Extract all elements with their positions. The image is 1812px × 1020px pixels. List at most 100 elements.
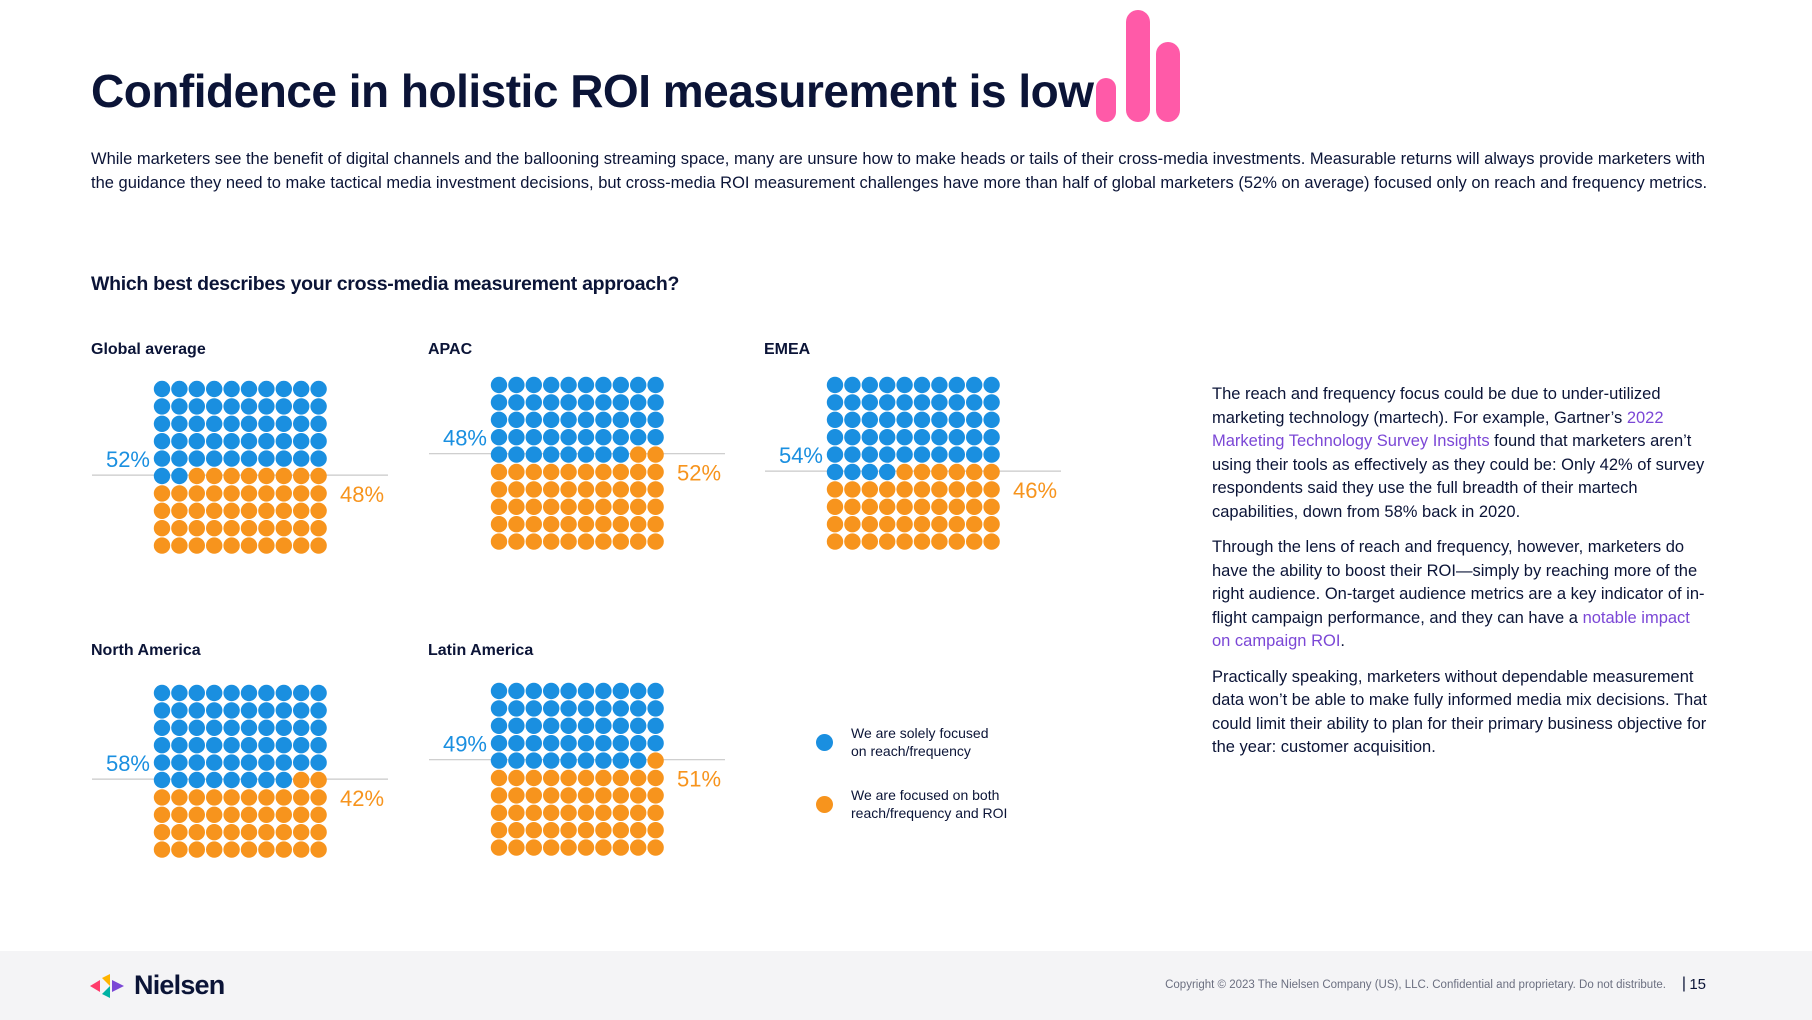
waffle-dot-reach	[577, 717, 595, 734]
waffle-dot-reach	[931, 376, 948, 394]
waffle-dot-reach	[844, 429, 861, 446]
waffle-dot-reach	[188, 771, 205, 789]
waffle-dot-roi	[490, 516, 508, 533]
waffle-dot-reach	[206, 771, 223, 789]
legend-label-reach-line2: on reach/frequency	[851, 743, 971, 759]
waffle-dot-reach	[275, 754, 292, 771]
gartner-survey-link[interactable]: 2022 Marketing Technology Survey Insight…	[1212, 408, 1664, 451]
waffle-dot-roi	[171, 485, 188, 502]
waffle-dot-roi	[647, 752, 664, 769]
waffle-dot-roi	[861, 498, 878, 515]
waffle-dot-reach	[595, 429, 612, 446]
waffle-dot-reach	[525, 411, 542, 428]
waffle-dot-roi	[560, 787, 577, 804]
waffle-dot-roi	[595, 463, 612, 481]
footer-separator: |	[1681, 975, 1686, 992]
waffle-dot-reach	[188, 380, 205, 398]
waffle-chart-4: 49% 51%	[429, 682, 725, 856]
waffle-dot-reach	[844, 376, 861, 394]
waffle-dot-reach	[543, 429, 560, 446]
waffle-dot-roi	[931, 516, 948, 533]
waffle-dot-reach	[647, 700, 664, 717]
waffle-dot-reach	[879, 376, 896, 394]
waffle-dot-reach	[560, 735, 577, 752]
waffle-dot-reach	[240, 684, 258, 702]
waffle-dot-roi	[171, 824, 188, 841]
waffle-dot-reach	[577, 752, 595, 769]
waffle-dot-roi	[844, 533, 861, 550]
waffle-dot-reach	[647, 735, 664, 752]
waffle-dot-reach	[240, 719, 258, 736]
campaign-roi-link[interactable]: notable impact on campaign ROI	[1212, 608, 1690, 651]
waffle-dot-reach	[612, 376, 629, 394]
waffle-label-reach-3: 58%	[106, 751, 150, 776]
waffle-dot-roi	[983, 463, 1000, 481]
waffle-dot-reach	[153, 450, 171, 467]
waffle-dot-reach	[258, 380, 275, 398]
waffle-dot-roi	[861, 533, 878, 550]
waffle-dot-roi	[647, 769, 664, 787]
waffle-dot-reach	[153, 771, 171, 789]
waffle-dot-reach	[508, 446, 525, 463]
waffle-dot-reach	[258, 450, 275, 467]
waffle-dot-roi	[206, 806, 223, 823]
waffle-dot-reach	[153, 737, 171, 754]
waffle-dot-reach	[153, 433, 171, 450]
waffle-dot-reach	[223, 719, 240, 736]
waffle-dot-roi	[931, 463, 948, 481]
waffle-label-roi-4: 51%	[677, 767, 721, 792]
waffle-dot-roi	[188, 806, 205, 823]
waffle-dot-reach	[188, 737, 205, 754]
waffle-dot-roi	[275, 467, 292, 485]
waffle-dot-roi	[896, 533, 913, 550]
waffle-dot-reach	[310, 415, 327, 432]
waffle-dot-reach	[595, 717, 612, 734]
waffle-dot-roi	[171, 789, 188, 806]
waffle-dot-roi	[258, 502, 275, 519]
waffle-dot-reach	[612, 735, 629, 752]
waffle-dot-roi	[240, 537, 258, 554]
waffle-dot-roi	[153, 537, 171, 554]
waffle-chart-2: 54% 46%	[765, 376, 1061, 550]
waffle-label-reach-1: 48%	[443, 426, 487, 451]
waffle-dot-roi	[206, 789, 223, 806]
waffle-dot-reach	[188, 415, 205, 432]
waffle-dot-roi	[310, 789, 327, 806]
waffle-dot-reach	[595, 682, 612, 700]
waffle-dot-roi	[153, 520, 171, 537]
waffle-dot-roi	[508, 839, 525, 856]
waffle-dot-roi	[153, 485, 171, 502]
waffle-dot-roi	[223, 485, 240, 502]
chart-question: Which best describes your cross-media me…	[91, 273, 680, 295]
waffle-dot-roi	[612, 481, 629, 498]
waffle-dot-reach	[171, 380, 188, 398]
waffle-dot-reach	[844, 411, 861, 428]
waffle-dot-reach	[153, 415, 171, 432]
waffle-dot-reach	[223, 415, 240, 432]
waffle-dot-reach	[844, 463, 861, 481]
waffle-dot-roi	[293, 502, 310, 519]
waffle-dot-roi	[577, 822, 595, 839]
waffle-dot-reach	[931, 411, 948, 428]
waffle-dot-reach	[310, 398, 327, 415]
waffle-dot-roi	[647, 804, 664, 821]
waffle-dot-roi	[612, 533, 629, 550]
waffle-dot-roi	[543, 463, 560, 481]
waffle-dot-roi	[223, 824, 240, 841]
waffle-dot-reach	[188, 433, 205, 450]
waffle-dot-reach	[879, 429, 896, 446]
waffle-dot-roi	[595, 822, 612, 839]
waffle-dot-reach	[861, 411, 878, 428]
legend-label-roi-line2: reach/frequency and ROI	[851, 805, 1008, 821]
waffle-dot-roi	[948, 463, 965, 481]
waffle-dot-reach	[630, 394, 647, 411]
waffle-dot-reach	[525, 717, 542, 734]
waffle-dot-roi	[490, 804, 508, 821]
waffle-dot-roi	[826, 516, 844, 533]
waffle-dot-reach	[206, 433, 223, 450]
waffle-dot-reach	[223, 380, 240, 398]
waffle-chart-0: 52% 48%	[92, 380, 388, 554]
waffle-dot-reach	[293, 433, 310, 450]
waffle-dot-reach	[896, 394, 913, 411]
waffle-dot-reach	[861, 446, 878, 463]
